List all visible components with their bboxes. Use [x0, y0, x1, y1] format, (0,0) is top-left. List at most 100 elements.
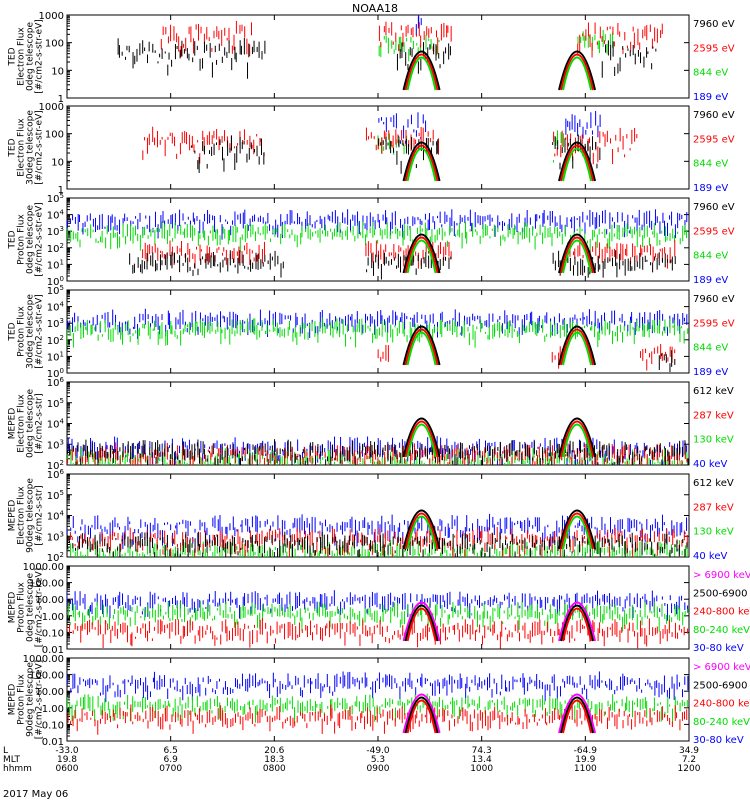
series-group [67, 417, 689, 465]
y-axis-label: TED Electron Flux 30deg telescope [#/cm2-s-… [8, 110, 45, 185]
y-axis-label-line: MEPED [8, 408, 18, 440]
y-tick-label: 103 [47, 438, 64, 451]
panel-frame [66, 473, 690, 558]
y-tick-label: 102 [47, 334, 64, 347]
pass-arc [558, 325, 597, 366]
y-axis-label-line: Electron Flux [17, 118, 27, 177]
y-axis-label-line: 0deg telescope [26, 573, 36, 643]
pass-arc [402, 50, 441, 91]
y-tick-label: 10 [51, 157, 64, 168]
y-tick-label: 1000 [39, 102, 64, 113]
y-axis-label-line: [#/cm2-s-str-eV] [35, 110, 45, 185]
y-tick-label: 106 [47, 468, 65, 481]
series-trace [117, 38, 657, 79]
pass-arc [406, 56, 437, 91]
y-tick-label: 1000 [39, 11, 64, 22]
y-axis-label-line: Proton Flux [17, 582, 27, 633]
pass-arc [562, 147, 593, 182]
y-axis-label-line: [#/cm2-s-str-eV] [35, 202, 45, 277]
y-tick-label: 0.10 [42, 628, 64, 639]
series-group [67, 308, 689, 373]
series-group [142, 110, 638, 182]
y-axis-label-line: 0deg telescope [26, 389, 36, 459]
y-tick-label: 100 [45, 39, 64, 50]
pass-arc [404, 328, 439, 366]
legend-entry: 287 keV [693, 502, 734, 513]
legend-entry: 7960 eV [693, 294, 735, 305]
y-axis-label: TED Proton Flux 30deg telescope [#/cm2-s-st… [8, 294, 45, 369]
pass-arc [404, 53, 439, 91]
y-axis-label-line: 90deg telescope [26, 478, 36, 553]
pass-arc [562, 56, 593, 91]
y-axis-label-line: [#/cm2-s-str-eV] [35, 19, 45, 94]
y-tick-label: 105 [47, 192, 64, 205]
y-axis-label-line: [#/cm2-s-str] [35, 393, 45, 453]
pass-arc [406, 147, 437, 182]
legend-entry: 2595 eV [693, 318, 735, 329]
pass-arc [402, 141, 441, 182]
legend-entry: 80-240 keV [693, 625, 750, 636]
y-tick-label: 1 [58, 185, 64, 196]
legend-entry: 40 keV [693, 551, 727, 562]
y-axis-label-line: TED [8, 47, 18, 66]
legend-entry: 612 keV [693, 478, 734, 489]
pass-arc [560, 420, 595, 458]
pass-arc [560, 512, 595, 550]
series-group [117, 15, 663, 91]
y-tick-label: 104 [47, 209, 65, 222]
pass-arc [402, 325, 441, 366]
y-tick-label: 105 [47, 489, 64, 502]
y-tick-label: 1 [58, 94, 64, 105]
pass-arc [406, 331, 437, 366]
series-trace [160, 20, 663, 58]
y-tick-label: 100 [45, 130, 64, 141]
y-axis-label-line: 30deg telescope [26, 294, 36, 369]
pass-arc [560, 328, 595, 366]
pass-arc [404, 144, 439, 182]
pass-arc [560, 236, 595, 274]
y-tick-label: 105 [47, 284, 64, 297]
series-group [67, 209, 688, 280]
series-trace [378, 110, 601, 146]
legend-entry: 2500-6900 [693, 588, 748, 599]
pass-arc [558, 50, 597, 91]
y-tick-label: 106 [47, 376, 65, 389]
y-tick-label: 103 [47, 225, 64, 238]
y-tick-label: 105 [47, 397, 64, 410]
series-group [67, 590, 689, 649]
pass-arc [402, 509, 441, 550]
pass-arc [562, 331, 593, 366]
pass-arc [406, 515, 437, 550]
y-axis-label-line: [#/cm2-s-str] [35, 485, 45, 545]
legend-entry: > 6900 keV [693, 570, 750, 581]
series-trace [67, 209, 688, 240]
legend-entry: 130 keV [693, 527, 734, 538]
panel-frame [66, 14, 690, 99]
pass-arc [406, 239, 437, 274]
y-tick-label: 102 [47, 242, 64, 255]
pass-arc [558, 141, 597, 182]
y-axis-label-line: TED [8, 138, 18, 157]
pass-arc [404, 236, 439, 274]
y-axis-label-line: 30deg telescope [26, 110, 36, 185]
series-trace [415, 15, 422, 36]
series-trace [67, 221, 688, 253]
legend-entry: 189 eV [693, 275, 728, 286]
pass-arc [560, 144, 595, 182]
series-trace [67, 317, 689, 348]
y-axis-label: TED Proton Flux 0deg telescope [#/cm2-s-str… [8, 202, 45, 277]
legend-entry: 7960 eV [693, 19, 735, 30]
pass-arc [402, 417, 441, 458]
pass-arc [404, 420, 439, 458]
legend-entry: 7960 eV [693, 202, 735, 213]
legend-entry: 612 keV [693, 386, 734, 397]
series-trace [67, 590, 689, 621]
legend-entry: 2595 eV [693, 134, 735, 145]
